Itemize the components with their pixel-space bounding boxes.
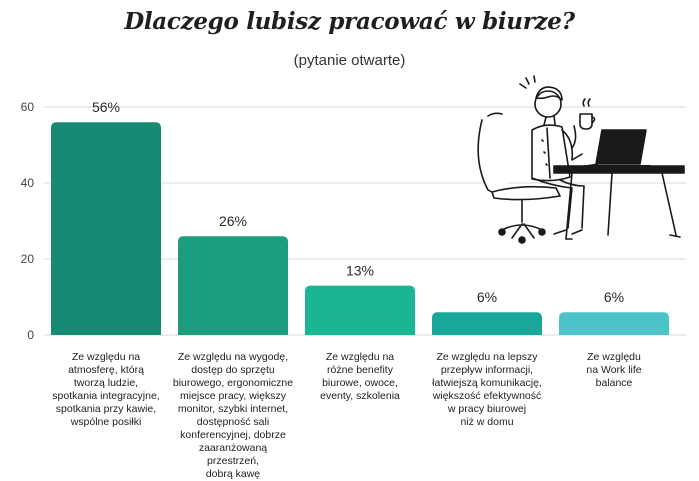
category-label-line: w pracy biurowej xyxy=(447,403,527,415)
bar-4 xyxy=(432,312,542,335)
bar-3 xyxy=(305,285,415,335)
y-tick-label: 20 xyxy=(21,252,35,266)
category-label-line: atmosferę, którą xyxy=(68,364,144,376)
category-label-line: Ze względu na lepszy xyxy=(436,351,538,363)
category-label-line: różne benefity xyxy=(327,364,393,376)
category-label-line: dostępność sali xyxy=(196,416,270,428)
category-label-line: eventy, szkolenia xyxy=(320,390,400,402)
category-label-line: większość efektywność xyxy=(432,390,542,402)
category-label-line: tworzą ludzie, xyxy=(73,377,139,389)
bar-1 xyxy=(51,122,161,335)
data-label: 13% xyxy=(346,263,374,279)
category-label-line: łatwiejszą komunikację, xyxy=(432,377,542,389)
category-label-line: dobrą kawę xyxy=(205,468,261,480)
category-label-line: balance xyxy=(595,377,633,389)
person-at-desk-icon xyxy=(477,75,685,244)
data-label: 26% xyxy=(219,213,247,229)
category-label-line: przepływ informacji, xyxy=(440,364,534,376)
category-label-line: dostęp do sprzętu xyxy=(191,364,275,376)
category-label: Ze względu na różne benefity biurowe, owoc… xyxy=(299,351,421,403)
bar-2 xyxy=(178,236,288,335)
category-label-line: Ze względu na xyxy=(325,351,395,363)
y-tick-label: 60 xyxy=(21,100,35,114)
data-label: 6% xyxy=(477,289,497,305)
category-label-line: zaaranżowaną przestrzeń, xyxy=(198,442,268,467)
chart-subtitle: (pytanie otwarte) xyxy=(293,52,406,69)
y-tick-label: 40 xyxy=(21,176,35,190)
category-label-line: Ze względu na wygodę, xyxy=(177,351,289,363)
chart-title: Dlaczego lubisz pracować w biurze? xyxy=(124,8,575,35)
category-label-line: biurowego, ergonomiczne xyxy=(172,377,294,389)
category-label-line: na Work life xyxy=(586,364,642,376)
category-label-line: miejsce pracy, większy xyxy=(180,390,286,402)
category-label-line: Ze względu na xyxy=(71,351,141,363)
category-label-line: biurowe, owoce, xyxy=(322,377,398,389)
y-tick-label: 0 xyxy=(27,328,34,342)
bar-2-base xyxy=(178,330,288,335)
category-label: Ze względu na Work life balance xyxy=(553,351,675,390)
category-label: Ze względu na wygodę, dostęp do sprzętu bi… xyxy=(172,351,294,481)
category-label-line: spotkania integracyjne, xyxy=(52,390,160,402)
data-label: 56% xyxy=(92,99,120,115)
category-label: Ze względu na atmosferę, którą tworzą ludz… xyxy=(45,351,167,429)
bar-1-base xyxy=(51,330,161,335)
category-label-line: wspólne posiłki xyxy=(70,416,142,428)
category-label-line: Ze względu xyxy=(587,351,641,363)
bar-5-base xyxy=(559,330,669,335)
category-label: Ze względu na lepszy przepływ informacji,… xyxy=(426,351,548,429)
bar-4-base xyxy=(432,330,542,335)
category-label-line: niż w domu xyxy=(460,416,514,428)
bar-5 xyxy=(559,312,669,335)
category-label-line: spotkania przy kawie, xyxy=(55,403,157,415)
data-label: 6% xyxy=(604,289,624,305)
bar-3-base xyxy=(305,330,415,335)
category-label-line: konferencyjnej, dobrze xyxy=(180,429,286,441)
category-label-line: monitor, szybki internet, xyxy=(177,403,289,415)
